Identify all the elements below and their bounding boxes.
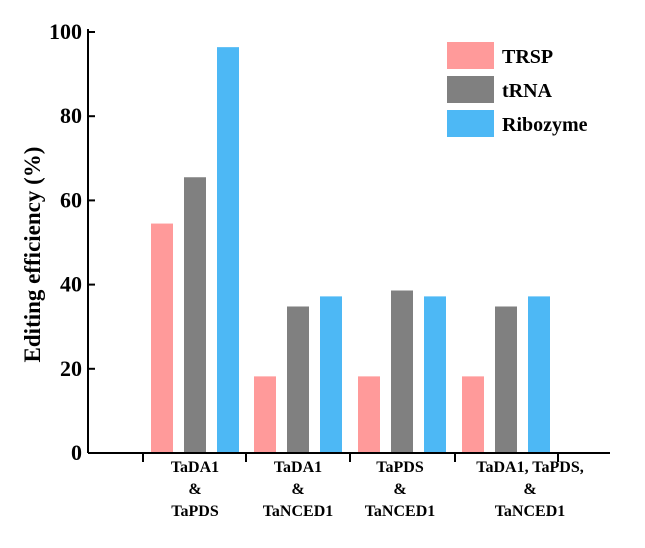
bar-ribozyme-1 xyxy=(320,296,342,453)
y-tick-label: 40 xyxy=(60,272,82,297)
y-tick-label: 100 xyxy=(49,19,82,44)
bar-trsp-2 xyxy=(358,376,380,453)
bar-trsp-0 xyxy=(151,223,173,453)
y-tick-label: 0 xyxy=(71,440,82,465)
bar-trna-1 xyxy=(287,306,309,453)
legend-swatch-trna xyxy=(447,76,494,103)
plot-area xyxy=(151,47,550,453)
legend-label-trsp: TRSP xyxy=(502,46,553,68)
bar-ribozyme-2 xyxy=(424,296,446,453)
y-tick-label: 20 xyxy=(60,356,82,381)
legend-swatch-ribozyme xyxy=(447,110,494,137)
legend-label-trna: tRNA xyxy=(502,80,553,102)
x-category-label: TaDA1, TaPDS, & TaNCED1 xyxy=(476,459,583,520)
bar-trsp-1 xyxy=(254,376,276,453)
y-tick-label: 80 xyxy=(60,103,82,128)
bar-trsp-3 xyxy=(462,376,484,453)
x-category-label: TaDA1 & TaPDS xyxy=(171,459,219,520)
x-category-label: TaPDS & TaNCED1 xyxy=(365,459,436,520)
x-axis: TaDA1 & TaPDS TaDA1 & TaNCED1 TaPDS & TaNCED1 TaD… xyxy=(88,452,610,520)
bar-ribozyme-0 xyxy=(217,47,239,453)
bar-trna-0 xyxy=(184,177,206,453)
y-tick-label: 60 xyxy=(60,187,82,212)
bar-trna-2 xyxy=(391,290,413,453)
legend-label-ribozyme: Ribozyme xyxy=(502,114,588,136)
legend: TRSP tRNA Ribozyme xyxy=(447,42,588,137)
bar-ribozyme-3 xyxy=(528,296,550,453)
y-axis: 0 20 40 60 80 100 xyxy=(49,19,95,465)
x-category-label: TaDA1 & TaNCED1 xyxy=(263,459,334,520)
legend-swatch-trsp xyxy=(447,42,494,69)
y-axis-title: Editing efficiency (%) xyxy=(20,147,45,363)
bar-trna-3 xyxy=(495,306,517,453)
